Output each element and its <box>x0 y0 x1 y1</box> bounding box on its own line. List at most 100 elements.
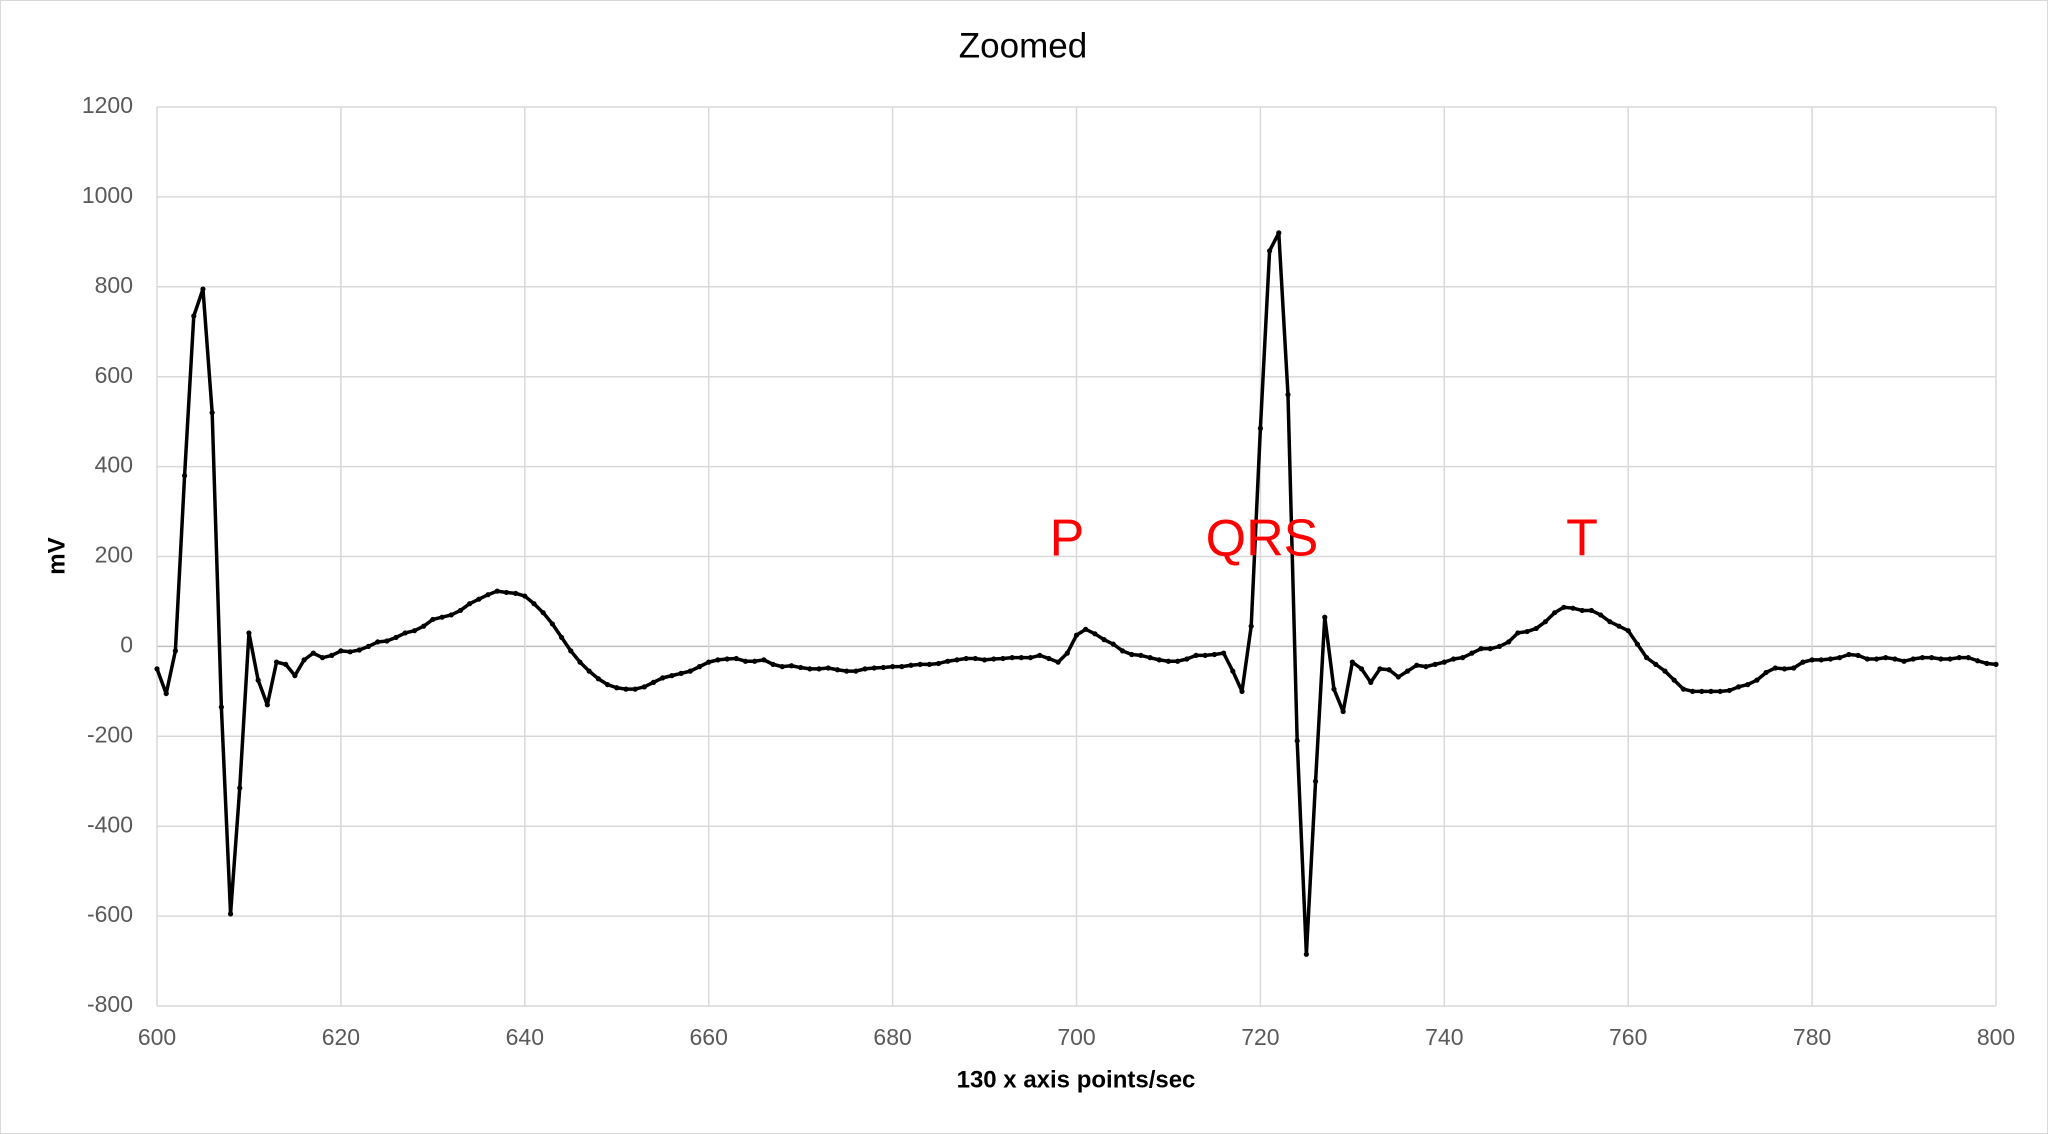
data-point <box>853 668 859 674</box>
data-point <box>1000 655 1006 662</box>
data-point <box>1239 688 1245 694</box>
data-point <box>319 655 326 661</box>
data-point <box>1837 655 1843 661</box>
data-point <box>1129 651 1135 658</box>
data-point <box>1496 643 1503 650</box>
data-point <box>1975 658 1981 664</box>
data-point <box>1331 686 1337 692</box>
data-point <box>1404 668 1411 674</box>
data-point <box>1423 664 1429 670</box>
data-point <box>1018 655 1024 661</box>
data-point <box>1984 660 1990 667</box>
data-point <box>917 661 923 667</box>
data-point <box>1285 392 1291 398</box>
data-point <box>209 410 215 416</box>
x-tick-label: 640 <box>506 1024 544 1050</box>
data-point <box>752 658 758 664</box>
data-point <box>761 657 767 663</box>
data-point <box>310 650 316 656</box>
data-point <box>577 659 583 665</box>
data-point <box>935 660 942 667</box>
data-point <box>1027 655 1034 661</box>
data-point <box>1598 612 1604 618</box>
y-tick-label: 1000 <box>82 182 133 208</box>
data-point <box>899 664 905 670</box>
data-point <box>1607 619 1613 625</box>
data-point <box>1202 652 1208 658</box>
data-point <box>1864 656 1870 662</box>
data-point <box>227 911 234 917</box>
data-point <box>375 639 381 645</box>
data-point <box>448 612 454 618</box>
data-point <box>890 664 896 670</box>
data-point <box>604 682 611 688</box>
data-point <box>430 616 436 623</box>
data-point <box>384 638 390 644</box>
data-point <box>301 657 307 663</box>
y-tick-label: 1200 <box>82 92 133 118</box>
data-point <box>1276 230 1282 236</box>
data-point <box>531 601 537 607</box>
data-point <box>513 590 519 596</box>
data-point <box>1800 659 1806 665</box>
y-tick-label: -600 <box>87 901 133 927</box>
data-point <box>1708 688 1714 694</box>
data-point <box>485 592 491 598</box>
data-point <box>1524 628 1530 635</box>
y-tick-label: 600 <box>95 362 133 388</box>
data-point <box>356 647 362 653</box>
data-point <box>1211 651 1218 658</box>
data-point <box>1230 668 1236 674</box>
data-point <box>191 313 197 319</box>
data-point <box>1055 659 1061 665</box>
data-point <box>1588 607 1595 614</box>
data-point <box>273 659 280 665</box>
data-point <box>1138 652 1144 658</box>
data-point <box>1147 655 1153 661</box>
data-point <box>1735 684 1742 690</box>
data-point <box>742 658 749 664</box>
data-point <box>163 690 169 697</box>
x-tick-label: 780 <box>1793 1024 1831 1050</box>
data-point <box>329 652 335 658</box>
data-point <box>1312 778 1319 784</box>
data-point <box>687 668 693 674</box>
data-point <box>1432 661 1438 667</box>
data-point <box>1919 655 1926 661</box>
data-point <box>1855 652 1861 658</box>
data-point <box>181 472 188 479</box>
data-point <box>825 665 831 671</box>
data-point <box>1110 641 1116 647</box>
data-point <box>1119 648 1126 654</box>
data-point <box>1643 655 1650 661</box>
data-point <box>1257 425 1263 431</box>
data-point <box>1726 687 1732 694</box>
data-point <box>1092 631 1098 637</box>
data-point <box>1358 666 1365 672</box>
data-point <box>411 628 418 634</box>
data-point <box>1009 655 1015 661</box>
data-point <box>1699 688 1705 694</box>
y-tick-label: -400 <box>87 811 133 837</box>
data-point <box>1653 661 1659 667</box>
data-point <box>1680 686 1686 692</box>
data-point <box>1450 656 1457 662</box>
data-point <box>632 686 638 692</box>
y-tick-label: 800 <box>95 272 133 298</box>
data-point <box>844 668 850 674</box>
data-point <box>963 655 969 662</box>
data-point <box>1772 665 1778 671</box>
y-tick-label: 400 <box>95 452 133 478</box>
data-point <box>568 648 574 654</box>
data-point <box>1827 656 1834 662</box>
data-point <box>522 593 528 599</box>
data-point <box>706 659 712 665</box>
data-point <box>724 656 730 662</box>
data-point <box>1303 951 1309 957</box>
data-point <box>1910 656 1916 662</box>
data-point <box>1156 657 1162 663</box>
data-point <box>623 686 629 692</box>
data-point <box>595 676 601 682</box>
